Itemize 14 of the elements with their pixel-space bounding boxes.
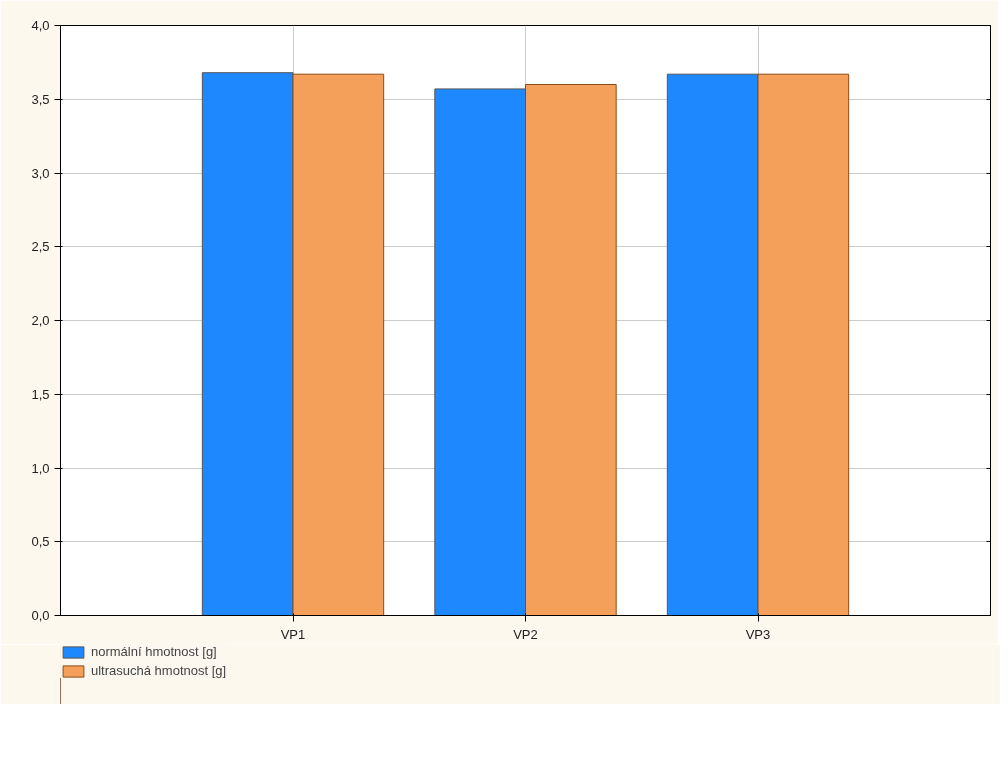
legend-label: normální hmotnost [g] <box>91 644 217 659</box>
y-tick-label: 1,0 <box>31 460 50 476</box>
y-tick-label: 0,5 <box>31 534 50 550</box>
y-tick-label: 2,5 <box>31 239 50 255</box>
y-tick-label: 3,0 <box>31 165 50 181</box>
legend-label: ultrasuchá hmotnost [g] <box>91 663 227 678</box>
y-tick-label: 0,0 <box>31 608 50 623</box>
y-tick-label: 4,0 <box>31 18 50 33</box>
y-tick-label: 3,5 <box>31 91 50 107</box>
y-tick-label: 1,5 <box>31 386 50 402</box>
y-tick-label: 2,0 <box>31 313 50 328</box>
x-tick-label: VP2 <box>513 626 538 642</box>
x-tick-label: VP1 <box>280 626 306 642</box>
x-tick-label: VP3 <box>745 626 771 642</box>
